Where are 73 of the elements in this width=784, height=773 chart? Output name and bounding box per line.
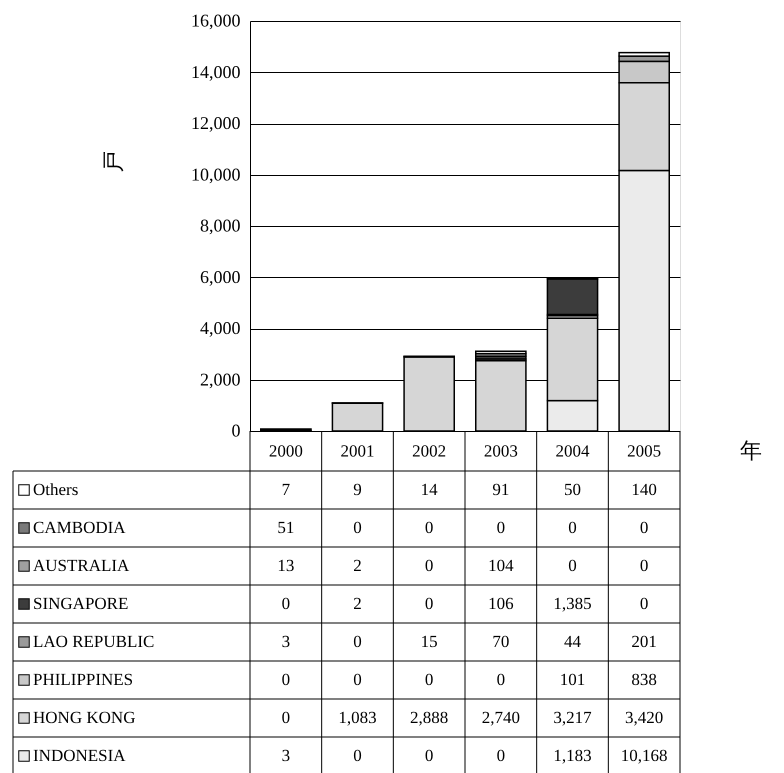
data-label: 0 bbox=[496, 746, 506, 765]
data-label: 0 bbox=[424, 518, 434, 537]
data-label: 1,385 bbox=[553, 594, 592, 613]
x-tick-label: 2001 bbox=[340, 442, 374, 460]
data-label: 838 bbox=[631, 670, 657, 689]
data-label: 7 bbox=[282, 480, 291, 499]
data-label: 1,083 bbox=[338, 708, 377, 727]
data-label: 0 bbox=[424, 746, 434, 765]
data-label: 13 bbox=[277, 556, 294, 575]
data-label: 3,217 bbox=[553, 708, 592, 727]
y-tick-label: 12,000 bbox=[191, 113, 240, 133]
y-tick-label: 2,000 bbox=[200, 369, 240, 390]
data-label: 44 bbox=[564, 632, 582, 651]
data-label: 0 bbox=[424, 594, 434, 613]
y-tick-label: 16,000 bbox=[191, 10, 240, 30]
data-label: 0 bbox=[496, 670, 506, 689]
data-label: 0 bbox=[282, 670, 290, 689]
data-label: 9 bbox=[353, 480, 362, 499]
data-label: 0 bbox=[353, 746, 362, 765]
x-tick-label: 2004 bbox=[556, 442, 590, 460]
y-tick-label: 6,000 bbox=[200, 266, 240, 287]
data-label: 0 bbox=[353, 632, 362, 651]
data-label: 0 bbox=[568, 556, 577, 575]
y-axis-title: 戸 bbox=[102, 150, 126, 172]
data-label: 51 bbox=[277, 518, 294, 537]
legend-label: CAMBODIA bbox=[33, 518, 126, 537]
data-label: 2 bbox=[353, 594, 362, 613]
data-label: 50 bbox=[564, 480, 581, 499]
data-label: 0 bbox=[282, 708, 290, 727]
data-label: 10,168 bbox=[620, 746, 668, 765]
data-label: 2,740 bbox=[482, 708, 520, 727]
legend-label: SINGAPORE bbox=[33, 594, 128, 613]
data-label: 0 bbox=[640, 518, 648, 537]
data-label: 3 bbox=[282, 632, 290, 651]
data-label: 3 bbox=[282, 746, 290, 765]
legend-label: AUSTRALIA bbox=[33, 556, 130, 575]
data-label: 106 bbox=[488, 594, 514, 613]
data-label: 0 bbox=[640, 594, 648, 613]
x-axis-title: 年 bbox=[740, 439, 762, 464]
data-label: 2 bbox=[353, 556, 362, 575]
data-label: 70 bbox=[492, 632, 510, 651]
data-label: 0 bbox=[496, 518, 506, 537]
legend-label: LAO REPUBLIC bbox=[33, 632, 154, 651]
data-label: 104 bbox=[488, 556, 514, 575]
data-label: 0 bbox=[353, 518, 362, 537]
data-label: 0 bbox=[282, 594, 290, 613]
x-tick-label: 2002 bbox=[412, 442, 446, 460]
data-label: 3,420 bbox=[625, 708, 664, 727]
y-tick-label: 10,000 bbox=[191, 164, 240, 184]
legend-label: Others bbox=[33, 480, 78, 499]
data-label: 15 bbox=[420, 632, 438, 651]
data-label: 0 bbox=[568, 518, 577, 537]
data-label: 91 bbox=[492, 480, 510, 499]
legend-label: INDONESIA bbox=[33, 746, 126, 765]
x-tick-label: 2003 bbox=[484, 442, 518, 460]
legend-label: HONG KONG bbox=[33, 708, 136, 727]
data-label: 101 bbox=[560, 670, 586, 689]
data-label: 0 bbox=[353, 670, 362, 689]
x-tick-label: 2005 bbox=[627, 442, 662, 460]
y-tick-label: 14,000 bbox=[191, 62, 240, 82]
x-tick-label: 2000 bbox=[268, 442, 303, 460]
y-tick-label: 0 bbox=[232, 420, 240, 440]
data-label: 201 bbox=[631, 632, 657, 651]
data-label: 0 bbox=[640, 556, 648, 575]
y-tick-label: 8,000 bbox=[200, 216, 240, 236]
y-tick-label: 4,000 bbox=[200, 318, 240, 338]
data-label: 140 bbox=[631, 480, 657, 499]
data-label: 0 bbox=[424, 556, 434, 575]
data-label: 1,183 bbox=[553, 746, 592, 765]
data-label: 2,888 bbox=[410, 708, 448, 727]
data-label: 14 bbox=[420, 480, 438, 499]
data-label: 0 bbox=[424, 670, 434, 689]
legend-label: PHILIPPINES bbox=[33, 670, 134, 689]
